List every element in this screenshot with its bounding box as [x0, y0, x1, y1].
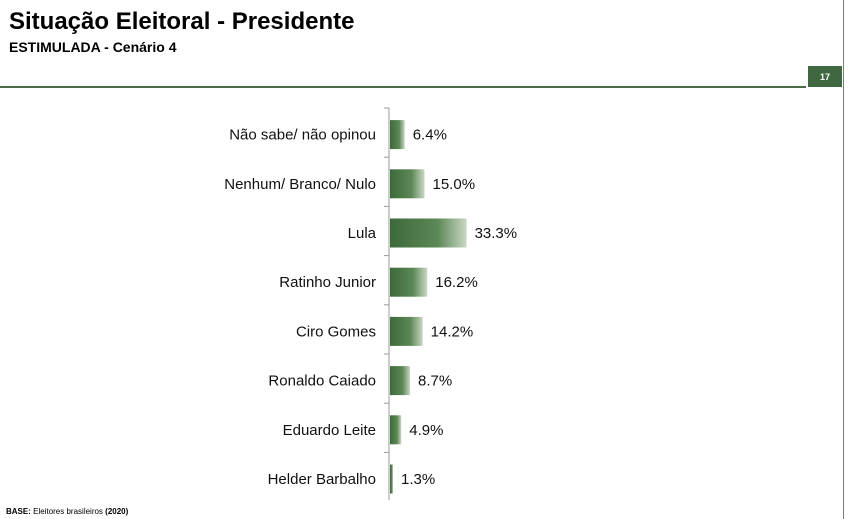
- page-number-badge: 17: [808, 66, 842, 87]
- page-subtitle: ESTIMULADA - Cenário 4: [9, 39, 177, 55]
- value-label: 8.7%: [418, 373, 452, 390]
- bar: [390, 366, 411, 396]
- category-label: Ratinho Junior: [279, 274, 376, 291]
- value-label: 15.0%: [433, 176, 476, 193]
- bar: [390, 218, 467, 248]
- value-label: 14.2%: [431, 323, 474, 340]
- bar: [390, 169, 425, 199]
- category-label: Ciro Gomes: [296, 323, 376, 340]
- category-label: Não sabe/ não opinou: [229, 127, 376, 144]
- value-label: 6.4%: [413, 127, 447, 144]
- bar: [390, 464, 393, 494]
- bar: [390, 415, 402, 445]
- value-label: 4.9%: [409, 422, 443, 439]
- base-note-year: (2020): [105, 507, 129, 516]
- value-label: 16.2%: [435, 274, 478, 291]
- value-label: 33.3%: [475, 225, 518, 242]
- page-right-border: [843, 0, 844, 519]
- bar: [390, 267, 428, 297]
- bar: [390, 316, 423, 346]
- category-label: Lula: [348, 225, 377, 242]
- bar: [390, 120, 405, 150]
- header-divider: [0, 86, 806, 88]
- bar-chart: Não sabe/ não opinou 6.4% Nenhum/ Branco/ …: [224, 107, 518, 500]
- base-note: BASE: Eleitores brasileiros (2020): [6, 507, 128, 517]
- value-label: 1.3%: [401, 471, 435, 488]
- category-label: Nenhum/ Branco/ Nulo: [224, 176, 376, 193]
- category-label: Helder Barbalho: [268, 471, 376, 488]
- base-note-label: BASE:: [6, 507, 31, 516]
- base-note-text: Eleitores brasileiros: [33, 507, 103, 516]
- category-label: Ronaldo Caiado: [268, 373, 376, 390]
- category-label: Eduardo Leite: [283, 422, 376, 439]
- page-title: Situação Eleitoral - Presidente: [9, 8, 355, 35]
